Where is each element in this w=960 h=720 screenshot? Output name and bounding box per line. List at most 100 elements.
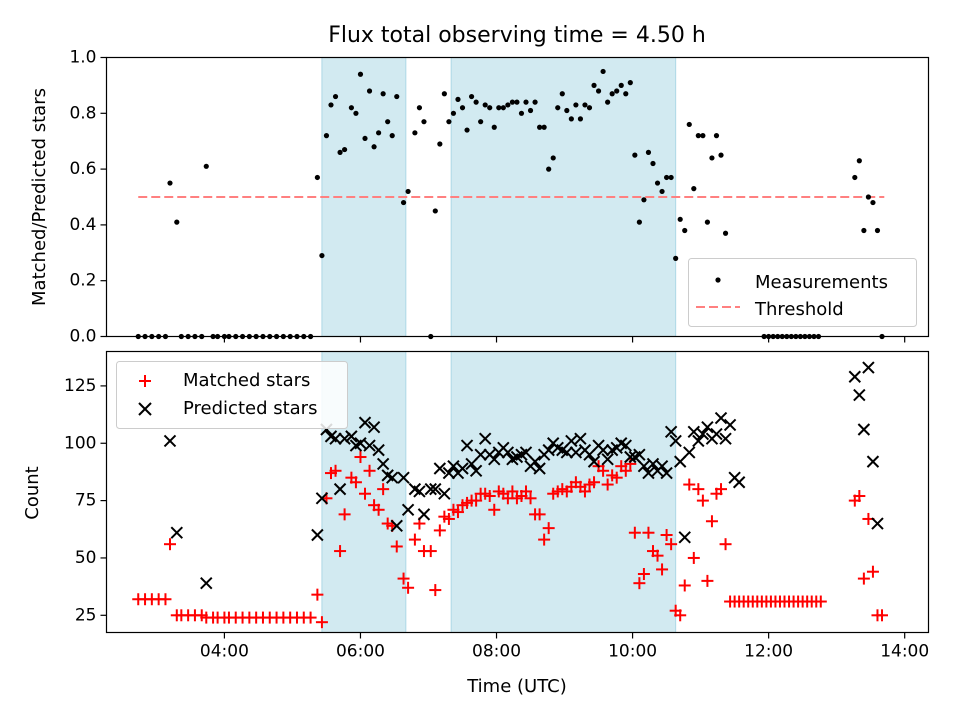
predicted-star-point [200,576,213,590]
matched-star-point [814,595,827,608]
legend-matched-marker [139,375,151,387]
measurement-point [550,155,556,161]
predicted-star-point [417,508,431,521]
count-y-axis-label: Count [22,466,43,519]
measurement-point [559,91,565,97]
measurement-point [394,93,400,100]
predicted-star-point [367,420,381,434]
matched-star-point [315,616,328,629]
count-marks [132,361,889,629]
predicted-star-point [857,423,871,436]
predicted-star-point [474,448,487,461]
measurement-point [564,107,570,114]
matched-star-point [876,609,889,622]
predicted-star-point [732,476,746,489]
predicted-star-point [170,526,184,539]
measurement-point [491,124,497,130]
measurement-point [432,208,438,214]
predicted-star-point [678,531,691,544]
measurement-point [654,180,661,186]
predicted-star-point [315,492,329,505]
measurement-point [600,68,606,75]
matched-star-point [377,483,390,496]
predicted-star-point [329,432,342,445]
measurement-point [348,105,354,111]
ratio-y-axis-label: Matched/Predicted stars [29,88,50,306]
measurement-point [856,158,862,164]
measurement-point [314,174,320,181]
predicted-star-point [601,453,614,466]
predicted-star-point [397,471,410,484]
predicted-star-point [871,517,884,530]
measurement-point [673,255,679,261]
measurement-point [852,174,858,181]
measurement-point [627,80,633,86]
predicted-star-point [696,427,710,441]
predicted-star-point [311,528,324,542]
predicted-star-point [619,439,632,452]
predicted-star-point [701,420,714,434]
measurement-point [541,124,547,130]
predicted-star-point [354,437,367,450]
predicted-star-point [333,482,347,496]
measurement-point [645,149,652,155]
measurement-point [203,163,209,169]
measurement-point [482,102,488,108]
matched-star-point [857,572,870,585]
measurement-point [704,219,711,225]
predicted-star-point [433,462,447,475]
measurement-point [500,105,506,111]
measurement-point [532,99,538,105]
measurement-point [421,119,427,125]
measurement-point [618,82,624,88]
measurement-point [865,194,872,200]
measurement-point [412,130,418,136]
predicted-star-point [683,446,696,459]
count-x-tick-label: 14:00 [880,642,929,662]
measurement-point [376,130,382,136]
predicted-star-point [363,439,376,452]
measurement-point [546,166,552,172]
count-x-tick-label: 10:00 [608,642,657,662]
measurement-point [682,227,688,234]
measurement-point [514,99,520,105]
ratio-y-tick-label: 0.6 [69,159,96,179]
predicted-star-point [438,487,451,500]
matched-star-point [538,533,551,546]
ratio-y-tick-label: 0.0 [69,327,96,347]
matched-star-point [687,551,700,564]
predicted-star-point [669,434,682,448]
matched-star-point [520,485,533,498]
matched-star-point [483,490,496,503]
ratio-plot-frame [105,56,930,338]
predicted-star-point [501,446,515,459]
predicted-star-point [569,446,583,459]
measurement-point [595,88,602,94]
measurement-point [623,91,629,97]
measurement-point [659,188,665,195]
predicted-star-point [596,443,610,457]
count-plot-frame [105,350,930,634]
predicted-star-point [646,457,660,471]
measurement-point [371,144,377,150]
predicted-star-point [848,370,862,383]
predicted-star-point [560,446,574,459]
count-y-tick-label: 50 [75,548,97,568]
matched-star-point [610,471,623,484]
matched-star-point [334,545,347,558]
ratio-measurements [135,68,885,340]
matched-star-point [433,524,446,537]
ratio-panel-title: Flux total observing time = 4.50 h [328,23,706,48]
count-x-tick-label: 08:00 [472,642,521,662]
matched-star-point [524,492,537,505]
measurement-point [518,110,525,116]
measurement-point [632,152,638,158]
matched-star-point [533,508,546,521]
count-x-tick-label: 12:00 [744,642,793,662]
measurement-point [459,105,466,111]
matched-star-point [678,579,691,592]
matched-star-point [542,522,555,535]
matched-star-point [701,574,714,587]
predicted-star-point [528,455,542,468]
predicted-star-point [687,425,701,438]
